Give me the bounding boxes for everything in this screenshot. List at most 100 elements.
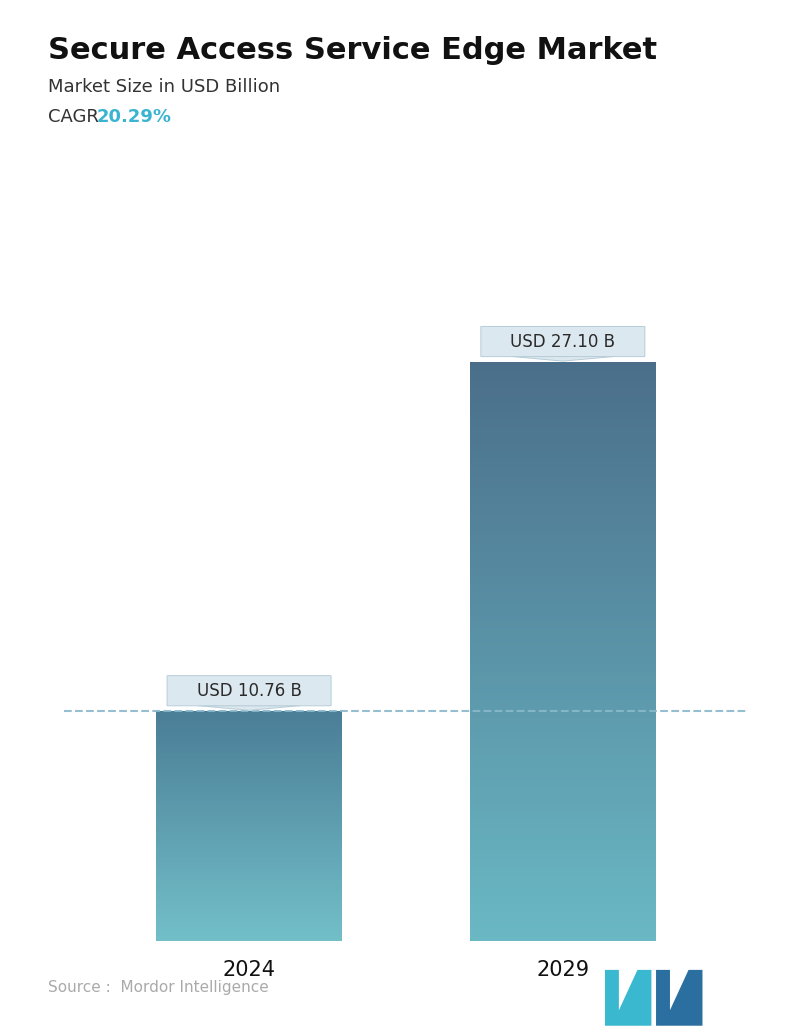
Bar	[470, 453, 656, 455]
Bar	[470, 364, 656, 366]
Bar	[470, 671, 656, 673]
Bar	[470, 832, 656, 834]
Bar	[470, 472, 656, 474]
Bar	[470, 553, 656, 555]
Bar	[470, 676, 656, 678]
Bar	[470, 905, 656, 906]
Bar	[470, 678, 656, 680]
Bar	[470, 663, 656, 665]
Bar	[470, 389, 656, 391]
Bar	[470, 889, 656, 890]
Bar	[470, 707, 656, 709]
Bar	[470, 616, 656, 618]
Bar	[470, 482, 656, 484]
Bar	[470, 509, 656, 511]
Bar	[470, 435, 656, 437]
Bar	[470, 703, 656, 705]
Bar	[470, 696, 656, 698]
Bar	[470, 480, 656, 482]
Bar	[470, 547, 656, 549]
Bar	[470, 821, 656, 823]
Bar	[470, 464, 656, 466]
Bar	[470, 524, 656, 526]
Bar	[470, 669, 656, 671]
Bar	[470, 839, 656, 841]
Bar	[470, 625, 656, 627]
Bar	[470, 847, 656, 848]
Bar	[470, 787, 656, 789]
Bar	[470, 487, 656, 489]
Bar	[470, 391, 656, 393]
Bar	[470, 658, 656, 659]
Bar	[470, 742, 656, 744]
Bar	[470, 802, 656, 803]
Bar	[470, 540, 656, 542]
Bar	[470, 750, 656, 752]
Bar	[470, 383, 656, 385]
Bar	[470, 883, 656, 885]
Bar	[470, 400, 656, 402]
Bar	[470, 629, 656, 630]
Bar	[470, 562, 656, 565]
Bar	[470, 513, 656, 514]
Bar	[470, 634, 656, 636]
Bar	[470, 711, 656, 713]
Bar	[470, 914, 656, 916]
Bar	[470, 939, 656, 941]
Bar	[470, 850, 656, 852]
Text: USD 10.76 B: USD 10.76 B	[197, 681, 302, 700]
Bar	[470, 611, 656, 613]
Bar	[470, 422, 656, 424]
Bar	[470, 769, 656, 771]
Bar	[470, 690, 656, 692]
Bar	[470, 892, 656, 894]
Bar	[470, 861, 656, 863]
Bar	[470, 516, 656, 518]
Bar	[470, 587, 656, 589]
Bar	[470, 424, 656, 426]
Bar	[470, 825, 656, 827]
Bar	[470, 723, 656, 725]
Bar	[470, 760, 656, 761]
Bar	[470, 520, 656, 522]
Bar	[470, 727, 656, 729]
Bar	[470, 366, 656, 368]
Bar	[470, 823, 656, 825]
Bar	[470, 919, 656, 921]
Bar	[470, 576, 656, 578]
Bar	[470, 410, 656, 412]
Bar	[470, 910, 656, 912]
Bar	[470, 876, 656, 877]
Bar	[470, 785, 656, 787]
Bar	[470, 906, 656, 908]
Bar	[470, 779, 656, 781]
Bar	[470, 451, 656, 453]
Bar	[470, 767, 656, 769]
Bar	[470, 698, 656, 700]
Bar	[470, 493, 656, 495]
Bar	[470, 584, 656, 585]
Bar	[470, 834, 656, 837]
Bar	[470, 894, 656, 896]
Bar	[470, 511, 656, 513]
Bar	[470, 574, 656, 576]
Bar	[470, 527, 656, 529]
Bar	[470, 545, 656, 547]
Bar	[470, 887, 656, 889]
Bar	[470, 408, 656, 410]
Bar	[470, 685, 656, 687]
Bar	[470, 765, 656, 767]
Bar	[470, 427, 656, 429]
Bar	[470, 816, 656, 818]
Bar	[470, 934, 656, 935]
Bar	[470, 856, 656, 858]
Bar	[470, 716, 656, 717]
Bar	[470, 792, 656, 794]
Bar	[470, 636, 656, 638]
Bar	[470, 489, 656, 491]
Bar	[470, 845, 656, 847]
Bar	[470, 529, 656, 531]
Bar	[470, 927, 656, 930]
Bar	[470, 665, 656, 667]
Bar	[470, 398, 656, 400]
